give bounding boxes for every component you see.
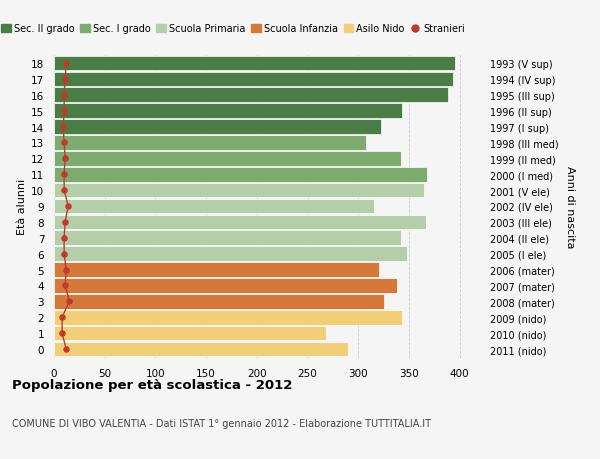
Text: Popolazione per età scolastica - 2012: Popolazione per età scolastica - 2012 [12,379,292,392]
Point [64,298,74,305]
Bar [54,151,401,166]
Point [64,203,73,210]
Bar [54,104,402,119]
Bar [54,342,348,357]
Bar [54,73,452,87]
Point [61,60,71,67]
Text: COMUNE DI VIBO VALENTIA - Dati ISTAT 1° gennaio 2012 - Elaborazione TUTTITALIA.I: COMUNE DI VIBO VALENTIA - Dati ISTAT 1° … [12,418,431,428]
Bar [54,247,407,262]
Point [61,346,71,353]
Bar [54,263,379,277]
Bar [54,294,383,309]
Point [59,235,69,242]
Bar [54,199,374,214]
Point [58,314,67,321]
Point [58,123,68,131]
Point [61,76,70,84]
Point [58,330,67,337]
Bar [54,231,401,246]
Point [59,140,69,147]
Point [61,266,71,274]
Bar [54,120,380,134]
Point [61,219,70,226]
Point [61,282,70,290]
Point [59,92,69,99]
Bar [54,326,326,341]
Bar [54,56,455,71]
Point [59,108,69,115]
Point [59,251,69,258]
Bar [54,168,427,182]
Point [59,171,69,179]
Bar [54,184,424,198]
Bar [54,279,397,293]
Bar [54,215,426,230]
Bar [54,310,402,325]
Point [61,155,70,162]
Y-axis label: Anni di nascita: Anni di nascita [565,165,575,248]
Point [59,187,69,194]
Bar [54,88,448,103]
Legend: Sec. II grado, Sec. I grado, Scuola Primaria, Scuola Infanzia, Asilo Nido, Stran: Sec. II grado, Sec. I grado, Scuola Prim… [0,21,469,38]
Bar [54,136,367,151]
Y-axis label: Età alunni: Età alunni [17,179,27,235]
